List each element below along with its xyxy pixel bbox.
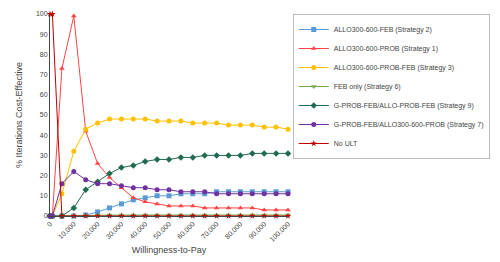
- svg-text:50: 50: [40, 111, 48, 118]
- svg-text:60: 60: [40, 91, 48, 98]
- svg-text:Willingness-to-Pay: Willingness-to-Pay: [132, 245, 207, 255]
- svg-text:ALLO300-600-FEB (Strategy 2): ALLO300-600-FEB (Strategy 2): [334, 26, 432, 34]
- svg-text:0: 0: [45, 220, 53, 228]
- svg-text:40,000: 40,000: [128, 220, 148, 240]
- svg-text:% Iterations Cost-Effective: % Iterations Cost-Effective: [14, 62, 24, 168]
- svg-text:100: 100: [36, 10, 48, 17]
- svg-text:G-PROB-FEB/ALLO300-600-PROB (S: G-PROB-FEB/ALLO300-600-PROB (Strategy 7): [334, 121, 484, 129]
- svg-text:100,000: 100,000: [268, 220, 291, 243]
- svg-text:30,000: 30,000: [104, 220, 124, 240]
- svg-text:50,000: 50,000: [152, 220, 172, 240]
- svg-text:90,000: 90,000: [247, 220, 267, 240]
- svg-text:FEB only (Strategy 6): FEB only (Strategy 6): [334, 83, 401, 91]
- svg-text:20,000: 20,000: [81, 220, 101, 240]
- svg-text:10: 10: [40, 192, 48, 199]
- svg-text:90: 90: [40, 31, 48, 38]
- svg-text:No ULT: No ULT: [334, 140, 358, 147]
- svg-text:70: 70: [40, 71, 48, 78]
- svg-text:ALLO300-600-PROB (Strategy 1): ALLO300-600-PROB (Strategy 1): [334, 45, 438, 53]
- svg-text:ALLO300-600-PROB-FEB (Strategy: ALLO300-600-PROB-FEB (Strategy 3): [334, 64, 454, 72]
- svg-text:G-PROB-FEB/ALLO-PROB-FEB (Stra: G-PROB-FEB/ALLO-PROB-FEB (Strategy 9): [334, 102, 474, 110]
- svg-text:0: 0: [44, 212, 48, 219]
- svg-text:30: 30: [40, 152, 48, 159]
- svg-text:10,000: 10,000: [57, 220, 77, 240]
- svg-text:60,000: 60,000: [176, 220, 196, 240]
- svg-text:40: 40: [40, 132, 48, 139]
- svg-text:70,000: 70,000: [200, 220, 220, 240]
- svg-text:80: 80: [40, 51, 48, 58]
- svg-text:20: 20: [40, 172, 48, 179]
- svg-text:80,000: 80,000: [223, 220, 243, 240]
